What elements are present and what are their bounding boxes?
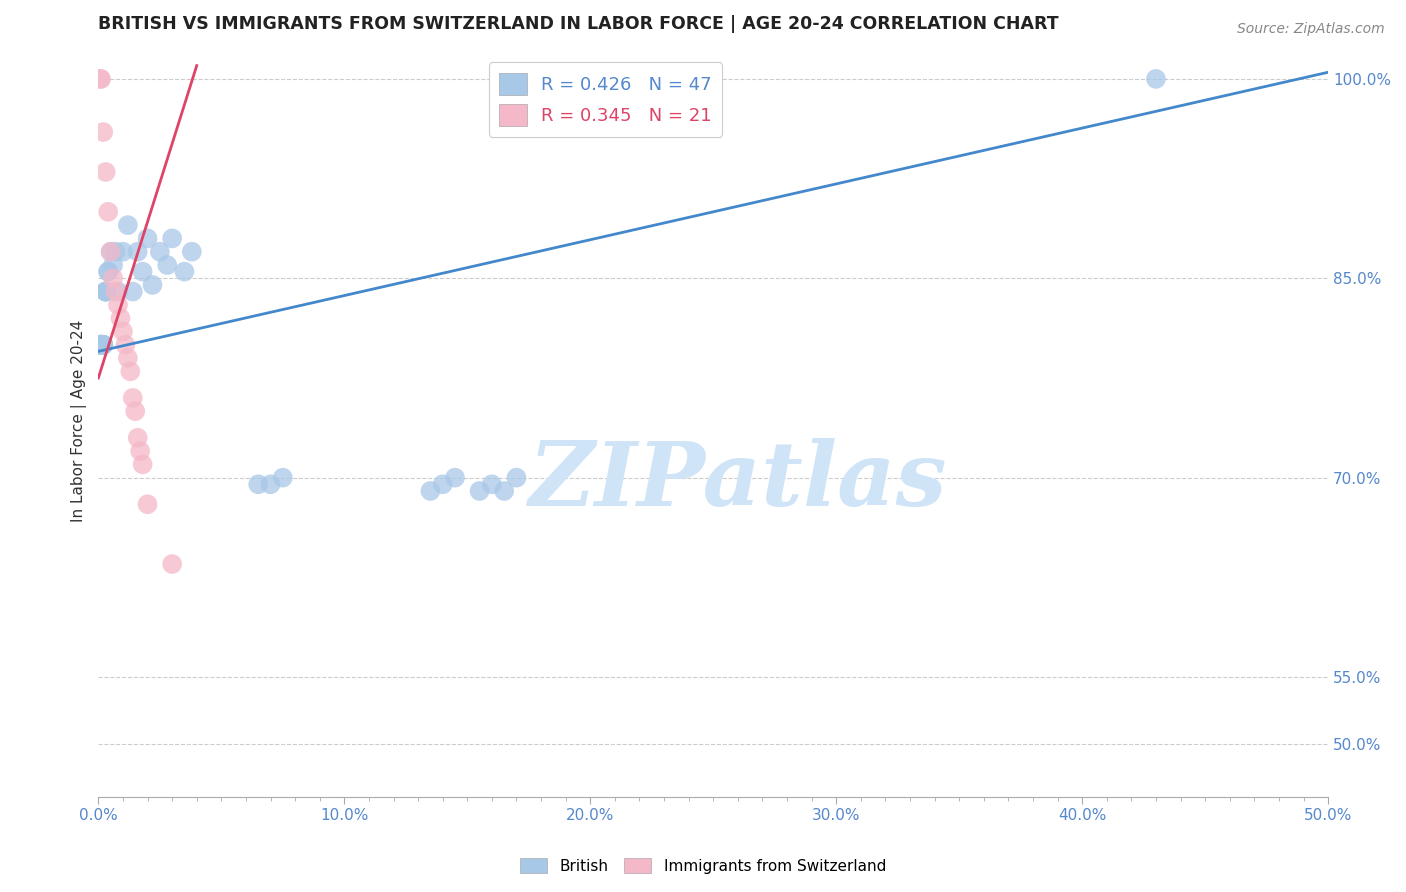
Point (90, 337, 112, 351)
Point (97, 265, 120, 279)
Point (432, 477, 454, 491)
Point (90, 71, 112, 86)
Point (468, 483, 491, 498)
Text: ZIPatlas: ZIPatlas (529, 438, 946, 524)
Point (91, 337, 114, 351)
Point (121, 391, 143, 405)
Point (104, 244, 127, 259)
Point (127, 431, 149, 445)
Point (100, 244, 122, 259)
Point (94, 285, 117, 299)
Point (91, 125, 114, 139)
Point (90, 337, 112, 351)
Point (97, 204, 120, 219)
Point (131, 458, 153, 472)
Point (173, 265, 195, 279)
Point (114, 337, 136, 351)
Point (131, 265, 153, 279)
Point (107, 285, 129, 299)
Point (419, 483, 441, 498)
Point (91, 337, 114, 351)
Point (444, 470, 467, 484)
Point (1144, 71, 1167, 86)
Point (129, 444, 152, 458)
Point (90, 337, 112, 351)
Point (141, 277, 163, 292)
Legend: R = 0.426   N = 47, R = 0.345   N = 21: R = 0.426 N = 47, R = 0.345 N = 21 (489, 62, 723, 137)
Y-axis label: In Labor Force | Age 20-24: In Labor Force | Age 20-24 (72, 320, 87, 523)
Point (90, 337, 112, 351)
Point (160, 557, 183, 571)
Point (136, 497, 159, 511)
Point (124, 404, 146, 418)
Point (160, 231, 183, 245)
Point (94, 285, 117, 299)
Point (90, 71, 112, 86)
Point (120, 364, 142, 378)
Point (90, 337, 112, 351)
Point (104, 285, 127, 299)
Point (136, 231, 159, 245)
Point (90, 337, 112, 351)
Point (505, 470, 527, 484)
Text: Source: ZipAtlas.com: Source: ZipAtlas.com (1237, 22, 1385, 37)
Point (149, 244, 172, 259)
Point (259, 477, 281, 491)
Point (110, 311, 132, 326)
Point (101, 258, 124, 272)
Text: BRITISH VS IMMIGRANTS FROM SWITZERLAND IN LABOR FORCE | AGE 20-24 CORRELATION CH: BRITISH VS IMMIGRANTS FROM SWITZERLAND I… (98, 15, 1059, 33)
Point (91, 337, 114, 351)
Legend: British, Immigrants from Switzerland: British, Immigrants from Switzerland (513, 852, 893, 880)
Point (111, 325, 134, 339)
Point (94, 165, 117, 179)
Point (90, 337, 112, 351)
Point (111, 244, 134, 259)
Point (107, 298, 129, 312)
Point (90, 337, 112, 351)
Point (247, 477, 270, 491)
Point (180, 244, 202, 259)
Point (127, 244, 149, 259)
Point (94, 285, 117, 299)
Point (117, 351, 139, 365)
Point (100, 244, 122, 259)
Point (494, 483, 516, 498)
Point (97, 265, 120, 279)
Point (91, 337, 114, 351)
Point (94, 285, 117, 299)
Point (101, 271, 124, 285)
Point (156, 258, 179, 272)
Point (90, 337, 112, 351)
Point (481, 477, 503, 491)
Point (121, 285, 143, 299)
Point (117, 218, 139, 232)
Point (90, 337, 112, 351)
Point (271, 470, 294, 484)
